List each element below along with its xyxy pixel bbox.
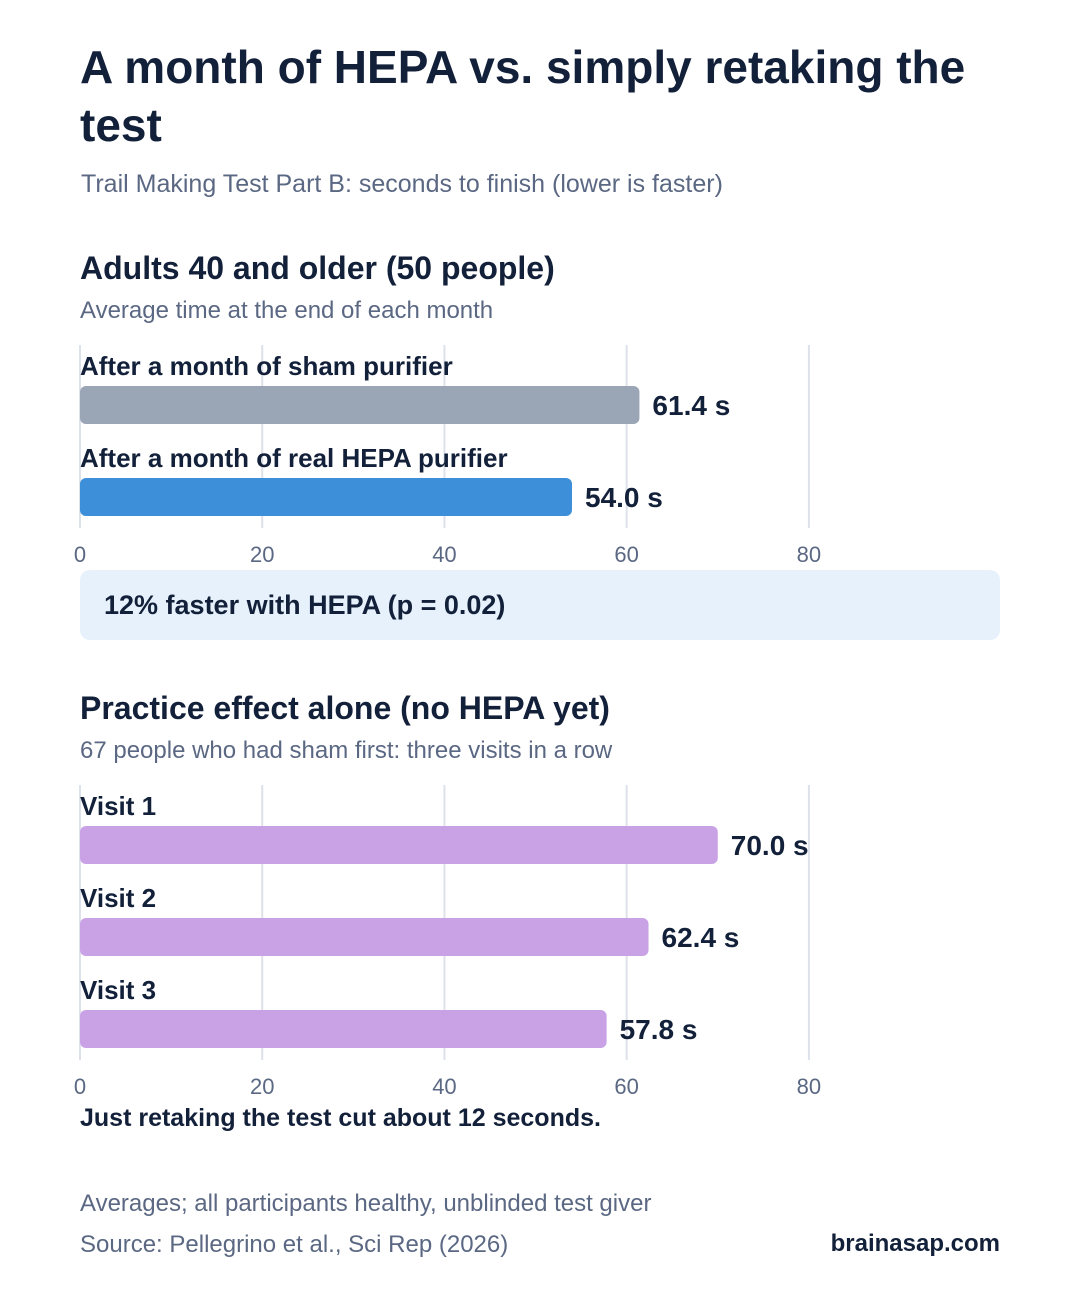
- bar-category-label: After a month of sham purifier: [80, 351, 453, 381]
- bar-category-label: Visit 2: [80, 883, 156, 913]
- x-tick-label: 20: [250, 1074, 274, 1099]
- bar: [80, 386, 640, 424]
- bar-value-label: 62.4 s: [662, 922, 740, 953]
- chart1-subtitle: Average time at the end of each month: [80, 297, 494, 324]
- bar: [80, 478, 572, 516]
- result-callout: 12% faster with HEPA (p = 0.02): [80, 570, 1000, 640]
- bar: [80, 918, 649, 956]
- x-tick-label: 40: [432, 542, 456, 567]
- bar-category-label: Visit 3: [80, 975, 156, 1005]
- chart-practice-effect-svg: Visit 1 70.0 s Visit 2 62.4 s Visit 3 57.8 s 0…: [74, 785, 821, 1099]
- bar-value-label: 70.0 s: [731, 830, 809, 861]
- x-tick-label: 80: [797, 542, 821, 567]
- x-tick-label: 80: [797, 1074, 821, 1099]
- practice-note: Just retaking the test cut about 12 seco…: [80, 1104, 601, 1132]
- chart2-title: Practice effect alone (no HEPA yet): [80, 690, 610, 726]
- x-tick-label: 40: [432, 1074, 456, 1099]
- x-tick-label: 20: [250, 542, 274, 567]
- chart2-subtitle: 67 people who had sham first: three visi…: [80, 737, 613, 764]
- bar-value-label: 57.8 s: [620, 1014, 698, 1045]
- bar-category-label: After a month of real HEPA purifier: [80, 443, 508, 473]
- brand-link[interactable]: brainasap.com: [830, 1230, 1000, 1257]
- x-tick-label: 0: [74, 542, 86, 567]
- bar-value-label: 54.0 s: [585, 482, 663, 513]
- bar-category-label: Visit 1: [80, 791, 156, 821]
- x-tick-label: 0: [74, 1074, 86, 1099]
- x-tick-label: 60: [614, 1074, 638, 1099]
- chart-practice-effect: Visit 1 70.0 s Visit 2 62.4 s Visit 3 57.8 s 0…: [74, 785, 1000, 1099]
- chart1-title: Adults 40 and older (50 people): [80, 250, 555, 286]
- page-subtitle: Trail Making Test Part B: seconds to fin…: [81, 170, 723, 198]
- x-tick-label: 60: [614, 542, 638, 567]
- bar: [80, 826, 718, 864]
- chart-hepa-vs-sham: After a month of sham purifier 61.4 s Afte…: [74, 345, 1000, 567]
- chart-hepa-vs-sham-svg: After a month of sham purifier 61.4 s Afte…: [74, 345, 821, 567]
- bar: [80, 1010, 607, 1048]
- bar-value-label: 61.4 s: [652, 390, 730, 421]
- result-callout-text: 12% faster with HEPA (p = 0.02): [104, 590, 506, 620]
- footnote: Averages; all participants healthy, unbl…: [80, 1190, 652, 1217]
- source-citation: Source: Pellegrino et al., Sci Rep (2026…: [80, 1231, 509, 1258]
- page-title: A month of HEPA vs. simply retaking the …: [80, 41, 966, 151]
